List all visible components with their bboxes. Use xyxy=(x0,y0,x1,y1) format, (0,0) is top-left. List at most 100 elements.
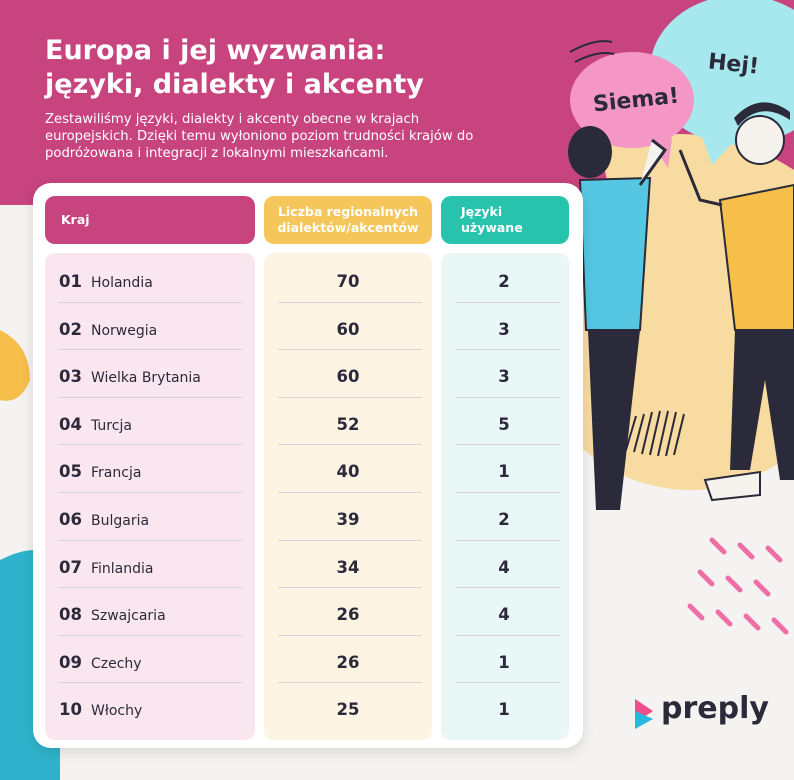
table-row: 06 Bulgaria 39 2 xyxy=(45,496,560,543)
motion-line xyxy=(574,52,615,63)
page-title: Europa i jej wyzwania: języki, dialekty … xyxy=(45,34,525,102)
row-divider xyxy=(278,587,422,589)
header-dialects-line-2: dialektów/akcentów xyxy=(277,220,419,235)
header-languages-label: Języki używane xyxy=(461,204,523,236)
person-left-legs xyxy=(588,330,640,510)
row-languages: 1 xyxy=(498,462,510,482)
row-languages: 3 xyxy=(498,319,510,339)
table-row: 07 Finlandia 34 4 xyxy=(45,544,560,591)
row-divider xyxy=(455,634,560,636)
row-divider xyxy=(58,301,243,303)
table-row: 03 Wielka Brytania 60 3 xyxy=(45,353,560,400)
row-languages: 2 xyxy=(498,272,510,291)
row-country: Czechy xyxy=(91,655,142,672)
table-row: 02 Norwegia 60 3 xyxy=(45,306,560,353)
table-row: 04 Turcja 52 5 xyxy=(45,401,560,448)
row-languages: 2 xyxy=(498,510,510,529)
person-right-shirt xyxy=(718,183,794,331)
row-country: Holandia xyxy=(91,275,153,291)
motion-line xyxy=(569,40,613,53)
subtitle-line-2: europejskich. Dzięki temu wyłoniono pozi… xyxy=(45,129,474,144)
row-languages: 4 xyxy=(498,605,510,625)
row-country: Włochy xyxy=(91,703,143,720)
pink-dashes xyxy=(687,537,789,635)
row-languages: 1 xyxy=(498,700,510,720)
row-divider xyxy=(455,301,560,303)
title-line-2: języki, dialekty i akcenty xyxy=(45,69,424,100)
row-divider xyxy=(58,444,243,446)
row-divider xyxy=(455,587,560,589)
hatch-lines xyxy=(609,410,685,457)
header-country-label: Kraj xyxy=(61,212,90,227)
row-divider xyxy=(278,682,422,684)
row-languages: 5 xyxy=(498,414,510,434)
row-divider xyxy=(58,349,243,351)
row-divider xyxy=(58,539,243,541)
row-dialects: 60 xyxy=(336,367,360,387)
row-dialects: 26 xyxy=(336,652,360,672)
row-dialects: 60 xyxy=(336,319,360,339)
row-divider xyxy=(455,539,560,541)
row-country: Szwajcaria xyxy=(91,608,166,625)
row-rank: 06 xyxy=(59,510,82,529)
preply-logo-icon xyxy=(635,699,653,729)
row-country: Bulgaria xyxy=(91,513,150,529)
row-divider xyxy=(278,349,422,351)
row-divider xyxy=(455,396,560,398)
row-divider xyxy=(58,587,243,589)
subtitle-line-1: Zestawiliśmy języki, dialekty i akcenty … xyxy=(45,112,420,127)
languages-column-bg xyxy=(441,253,569,740)
table-row: 09 Czechy 26 1 xyxy=(45,639,560,686)
row-rank: 09 xyxy=(59,652,82,672)
person-left-hand xyxy=(638,138,668,186)
person-left-shirt xyxy=(578,176,652,331)
person-right-arm xyxy=(678,149,723,207)
row-dialects: 39 xyxy=(336,510,360,529)
row-dialects: 52 xyxy=(336,414,360,434)
row-divider xyxy=(58,682,243,684)
title-line-1: Europa i jej wyzwania: xyxy=(45,35,386,66)
row-divider xyxy=(455,492,560,493)
row-divider xyxy=(455,444,560,446)
table-row: 01 Holandia 70 2 xyxy=(45,258,560,305)
header-dialects-line-1: Liczba regionalnych xyxy=(277,204,419,219)
row-dialects: 34 xyxy=(336,557,360,577)
yellow-edge-shape xyxy=(0,330,30,401)
bubble-pink xyxy=(570,52,694,148)
row-rank: 04 xyxy=(59,414,82,434)
row-divider xyxy=(278,634,422,636)
header-dialects: Liczba regionalnych dialektów/akcentów xyxy=(264,196,432,244)
header-languages-line-1: Języki xyxy=(461,204,503,219)
header-dialects-label: Liczba regionalnych dialektów/akcentów xyxy=(277,204,418,236)
bubble-cyan-tail xyxy=(700,130,735,165)
row-divider xyxy=(278,301,422,303)
row-dialects: 40 xyxy=(336,462,360,482)
row-languages: 3 xyxy=(498,367,510,387)
header-country: Kraj xyxy=(45,196,255,244)
row-country: Finlandia xyxy=(91,560,154,577)
person-right-shoe xyxy=(703,470,761,502)
preply-logo-text: preply xyxy=(661,691,769,726)
row-rank: 02 xyxy=(59,319,82,339)
row-divider xyxy=(278,444,422,446)
person-right-hair xyxy=(734,102,790,126)
dialects-column-bg xyxy=(264,253,432,740)
person-left-hair xyxy=(568,126,612,178)
row-divider xyxy=(58,492,243,493)
row-dialects: 25 xyxy=(336,700,360,720)
table-row: 05 Francja 40 1 xyxy=(45,448,560,495)
row-divider xyxy=(58,396,243,398)
row-rank: 08 xyxy=(59,605,82,625)
row-divider xyxy=(455,349,560,351)
person-right-legs xyxy=(730,330,794,480)
row-dialects: 70 xyxy=(336,272,360,291)
row-rank: 01 xyxy=(59,272,82,291)
table-row: 10 Włochy 25 1 xyxy=(45,686,560,733)
subtitle-line-3: podróżowana i integracji z lokalnymi mie… xyxy=(45,146,389,161)
row-rank: 03 xyxy=(59,367,82,387)
row-country: Francja xyxy=(91,465,142,482)
page-subtitle: Zestawiliśmy języki, dialekty i akcenty … xyxy=(45,111,495,162)
header-languages: Języki używane xyxy=(441,196,569,244)
bubble-right-text: Hej! xyxy=(706,49,761,80)
